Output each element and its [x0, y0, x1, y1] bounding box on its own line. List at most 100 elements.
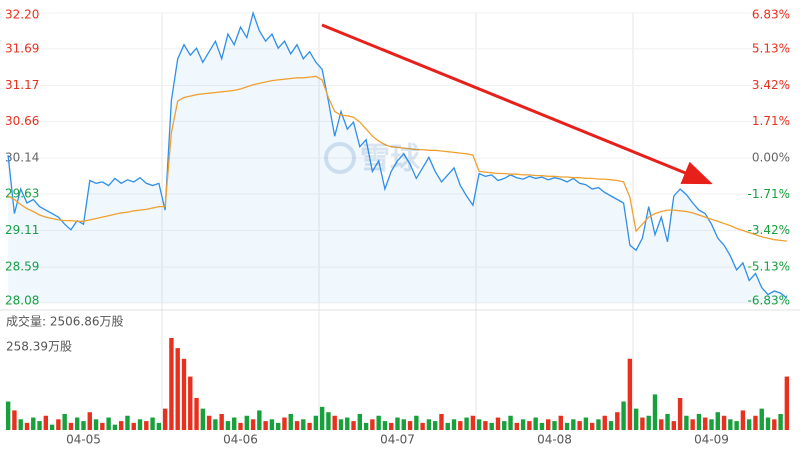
y-tick-label: 32.20: [5, 8, 39, 22]
volume-bar: [68, 422, 74, 430]
volume-bar: [552, 421, 557, 430]
watermark-text: 雪球: [360, 142, 421, 177]
volume-bar: [753, 415, 758, 430]
volume-bar: [24, 422, 30, 430]
volume-bar: [627, 358, 633, 430]
volume-bar: [646, 415, 651, 430]
volume-bar: [401, 419, 406, 430]
volume-bar: [382, 421, 388, 430]
volume-bar: [313, 415, 319, 430]
volume-bar: [633, 408, 639, 430]
day-separators: [161, 13, 634, 430]
trend-arrow: [321, 23, 713, 185]
volume-bar: [257, 410, 262, 430]
volume-bar: [546, 419, 551, 430]
volume-bar: [772, 419, 777, 430]
volume-bar: [81, 421, 86, 430]
volume-bar: [225, 421, 231, 430]
volume-bar: [106, 417, 111, 430]
volume-bar: [439, 413, 444, 430]
x-tick-label: 04-09: [694, 433, 729, 447]
volume-bar: [357, 413, 363, 430]
volume-bar: [5, 401, 11, 430]
volume-bar: [87, 412, 92, 430]
volume-bar: [62, 413, 67, 430]
x-tick-label: 04-08: [537, 433, 572, 447]
volume-bar: [640, 417, 645, 430]
volume-bar: [659, 419, 664, 430]
y-tick-label: 30.66: [5, 114, 39, 128]
watermark-logo: [324, 142, 356, 174]
volume-bar: [414, 415, 419, 430]
volume-bar: [194, 397, 199, 430]
volume-bar: [31, 417, 36, 430]
volume-bar: [18, 419, 23, 430]
x-tick-label: 04-07: [380, 433, 415, 447]
volume-bar: [332, 415, 337, 430]
volume-bar: [470, 415, 476, 430]
volume-bar: [395, 417, 400, 430]
volume-bar: [144, 421, 149, 430]
volume-bar: [244, 415, 249, 430]
watermark: 雪球: [324, 142, 421, 177]
y2-tick-label: 0.00%: [752, 151, 790, 165]
volume-bar: [250, 419, 256, 430]
price-line: [7, 10, 788, 299]
y-tick-label: 28.59: [5, 260, 39, 274]
volume-bar: [608, 421, 614, 430]
volume-bar: [282, 417, 287, 430]
volume-bar: [696, 413, 702, 430]
volume-bar: [213, 419, 218, 430]
volume-bar: [363, 422, 369, 430]
price-area: [8, 13, 787, 303]
volume-bar: [125, 415, 130, 430]
y-tick-label: 30.14: [5, 151, 39, 165]
volume-bar: [464, 417, 469, 430]
volume-bar: [376, 415, 381, 430]
volume-bar: [162, 408, 168, 430]
volume-bar: [181, 358, 187, 430]
volume-bar: [589, 422, 595, 430]
volume-bar: [445, 422, 450, 430]
volume-bar: [652, 394, 658, 430]
volume-bar: [458, 421, 463, 430]
volume-bar: [734, 421, 739, 430]
volume-bar: [345, 417, 350, 430]
volume-bar: [514, 422, 520, 430]
volume-bar: [200, 408, 206, 430]
volume-bar: [665, 413, 670, 430]
volume-bar: [420, 422, 425, 430]
volume-bar: [671, 421, 677, 430]
x-tick-label: 04-05: [66, 433, 101, 447]
volume-bar: [37, 421, 42, 430]
volume-bar: [784, 376, 790, 430]
volume-bar: [709, 419, 714, 430]
volume-bar: [564, 422, 570, 430]
volume-bar: [451, 419, 457, 430]
volume-bar: [407, 421, 413, 430]
volume-bar: [319, 406, 325, 430]
volume-bar: [232, 417, 237, 430]
volume-bar: [131, 422, 136, 430]
volume-bar: [370, 419, 375, 430]
volume-bar: [495, 417, 501, 430]
volume-bar: [56, 419, 61, 430]
y2-tick-label: -3.42%: [748, 223, 790, 237]
volume-bar: [728, 419, 733, 430]
volume-bar: [508, 415, 513, 430]
y-tick-label: 31.17: [5, 78, 39, 92]
volume-bar: [577, 421, 582, 430]
volume-bar: [326, 412, 331, 430]
volume-bar: [483, 421, 488, 430]
volume-bar: [118, 421, 124, 430]
volume-bar: [690, 419, 695, 430]
volume-bar: [112, 424, 118, 430]
volume-bar: [100, 422, 105, 430]
volume-title: 成交量: 2506.86万股: [6, 314, 123, 329]
volume-bar: [75, 417, 80, 430]
x-tick-label: 04-06: [223, 433, 258, 447]
volume-bar: [621, 401, 626, 430]
volume-bar: [49, 424, 55, 430]
volume-bar: [765, 417, 771, 430]
